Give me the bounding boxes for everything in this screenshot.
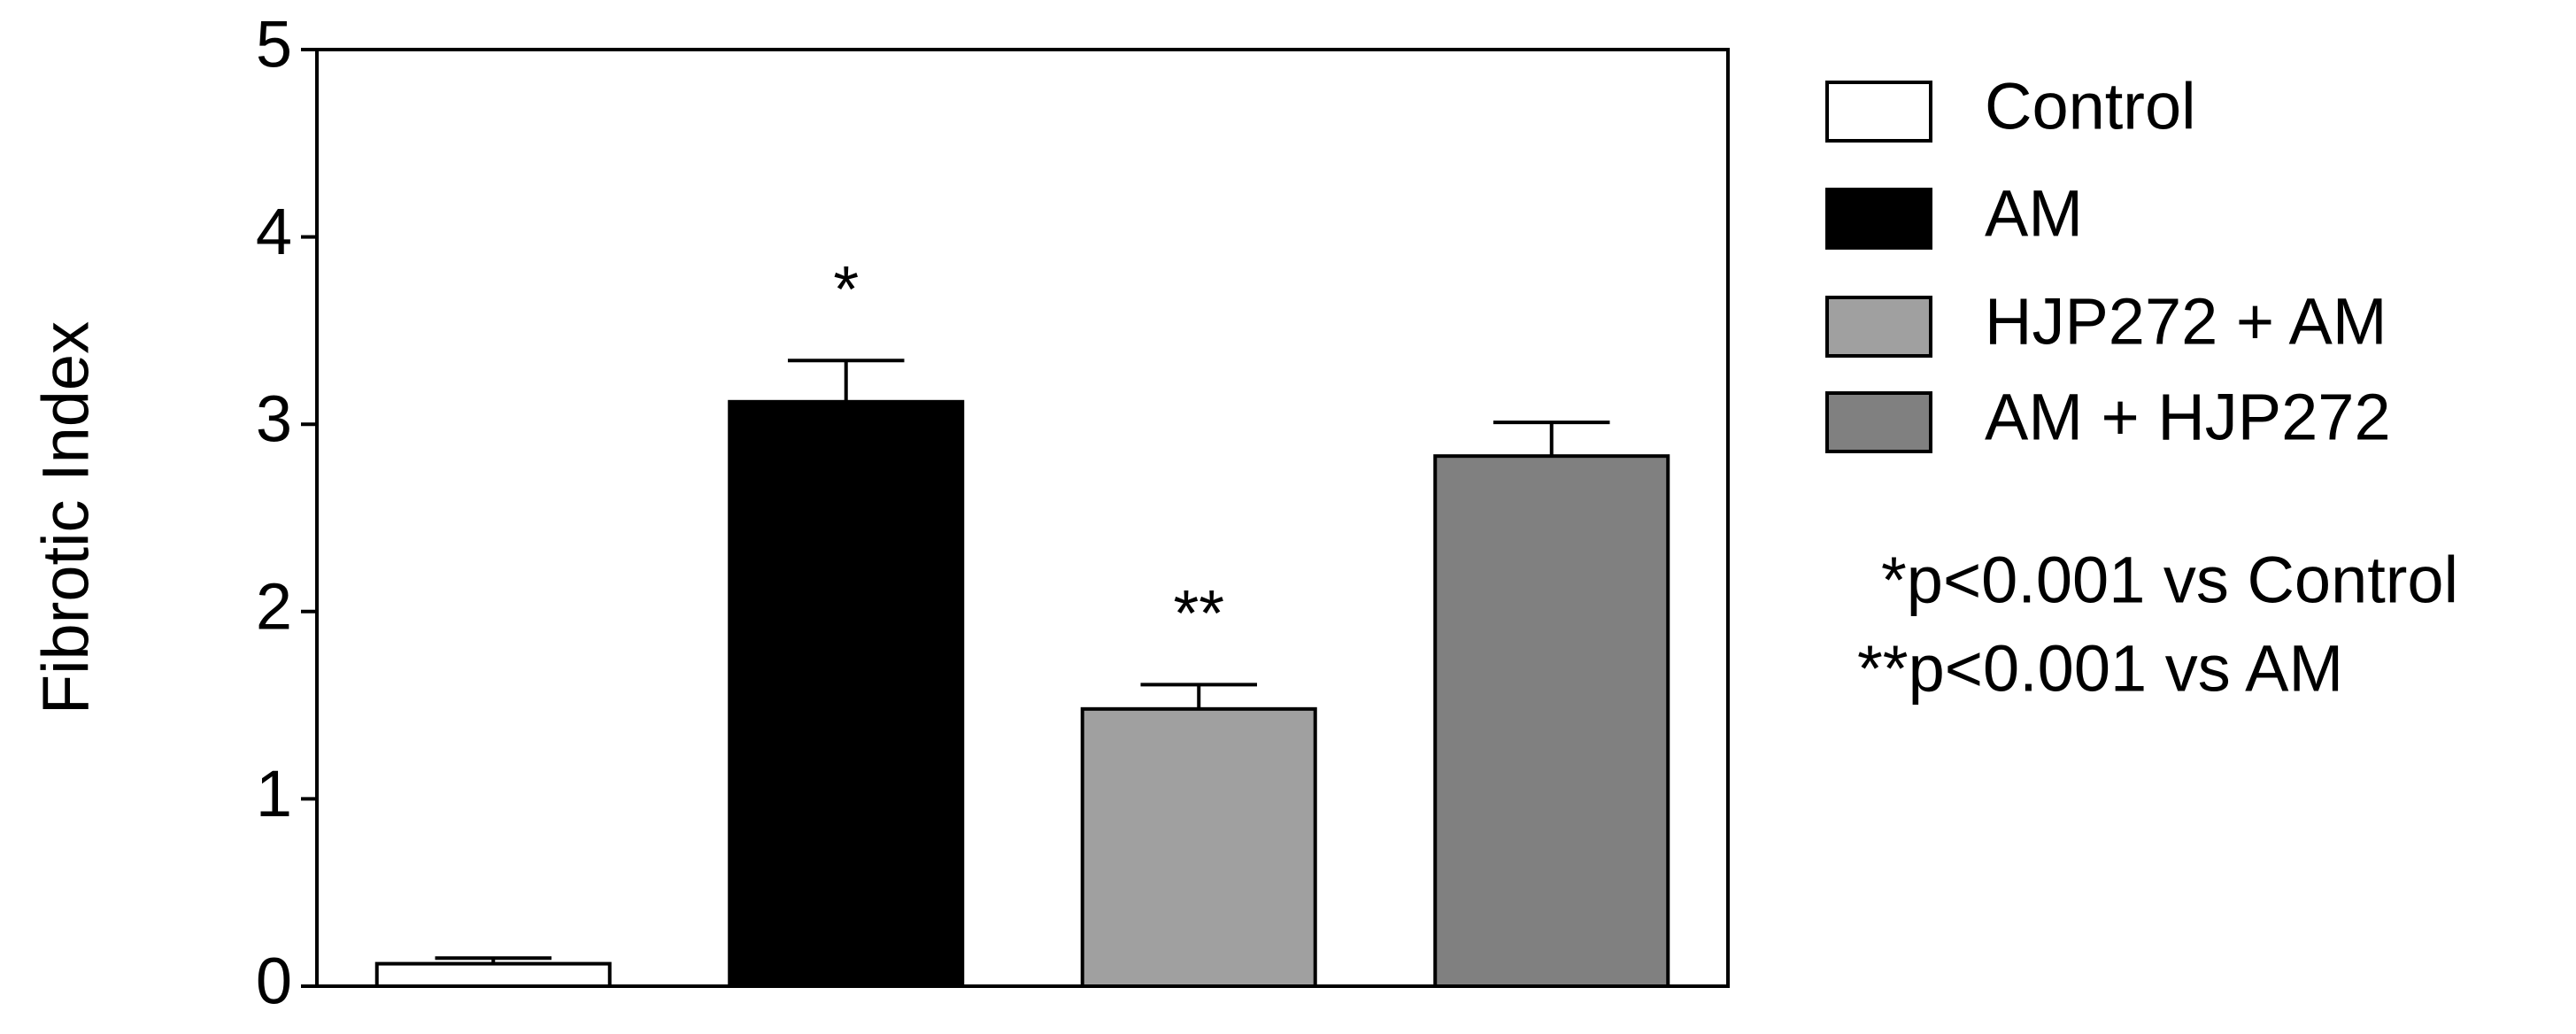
bar bbox=[1433, 454, 1670, 988]
y-tick-label: 2 bbox=[256, 569, 292, 643]
legend-label: HJP272 + AM bbox=[1985, 285, 2387, 359]
bar bbox=[728, 399, 965, 989]
legend-swatch bbox=[1825, 188, 1932, 250]
note: *p<0.001 vs Control bbox=[1881, 544, 2458, 617]
y-tick-label: 5 bbox=[256, 8, 292, 81]
significance-marker: ** bbox=[1173, 576, 1224, 650]
plot-frame bbox=[315, 48, 1730, 988]
y-axis-label: Fibrotic Index bbox=[29, 321, 103, 714]
legend-label: AM bbox=[1985, 177, 2083, 251]
significance-marker: * bbox=[833, 252, 859, 326]
legend-swatch bbox=[1825, 296, 1932, 358]
y-tick-label: 3 bbox=[256, 382, 292, 456]
note: **p<0.001 vs AM bbox=[1857, 632, 2343, 706]
legend-swatch bbox=[1825, 391, 1932, 453]
legend-label: AM + HJP272 bbox=[1985, 381, 2391, 454]
y-tick-label: 1 bbox=[256, 757, 292, 830]
legend-swatch bbox=[1825, 81, 1932, 143]
y-tick-label: 4 bbox=[256, 195, 292, 268]
bar bbox=[374, 961, 612, 989]
y-tick-label: 0 bbox=[256, 945, 292, 1018]
legend-label: Control bbox=[1985, 70, 2196, 143]
bar bbox=[1080, 706, 1317, 988]
